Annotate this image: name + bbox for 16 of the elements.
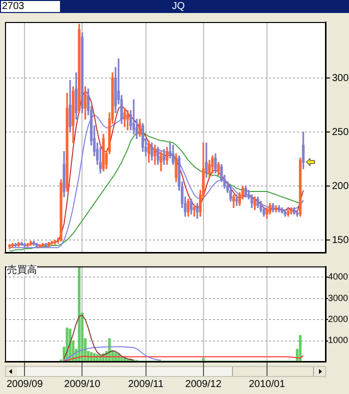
y-tick-label: 150 <box>332 234 349 246</box>
x-tick-label: 2009/10 <box>64 378 101 390</box>
chart-title: 売買高 <box>7 265 37 276</box>
chart-title: 2703 <box>1 1 60 12</box>
x-tick-label: 2010/01 <box>248 378 286 390</box>
y-tick-label: 200 <box>332 180 349 192</box>
y-tick-label: 250 <box>332 126 349 138</box>
x-tick-label: 2009/09 <box>6 378 44 390</box>
y-tick-label: 300 <box>332 72 349 84</box>
y-tick-label: 2000 <box>328 314 348 324</box>
x-tick-label: 2009/11 <box>128 378 164 390</box>
y-tick-label: 3000 <box>328 292 348 303</box>
y-tick-label: 4000 <box>328 272 348 282</box>
x-tick-label: 2009/12 <box>185 378 222 390</box>
chart-subtitle: JQ <box>172 0 185 13</box>
y-tick-label: 1000 <box>328 335 348 346</box>
